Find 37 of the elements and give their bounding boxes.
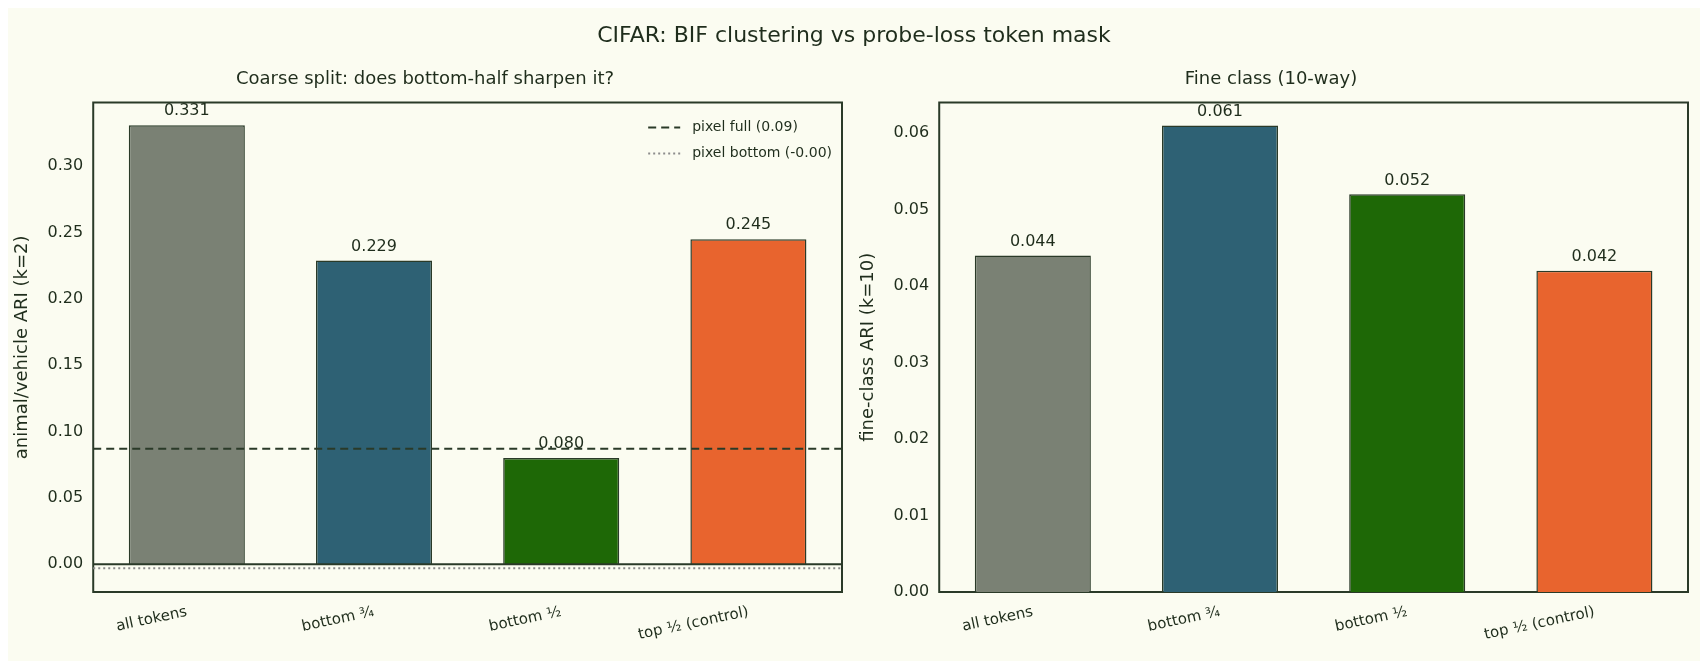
y-axis-title: fine-class ARI (k=10) [856, 252, 878, 442]
y-tick-label: 0.01 [893, 504, 930, 524]
chart-title: CIFAR: BIF clustering vs probe-loss token mask [596, 21, 1112, 49]
data-label: 0.229 [351, 235, 397, 255]
x-tick-label: top ½ (control) [1482, 601, 1597, 643]
data-label: 0.061 [1197, 100, 1243, 120]
data-label: 0.080 [538, 433, 585, 453]
x-tick-label: all tokens [960, 601, 1035, 635]
y-tick-label: 0.00 [893, 581, 930, 601]
y-tick-label: 0.25 [47, 221, 84, 241]
y-tick-label: 0.10 [47, 420, 84, 440]
chart-subtitle: Coarse split: does bottom-half sharpen it? [236, 67, 614, 89]
y-tick-label: 0.05 [47, 487, 84, 507]
legend-label: pixel bottom (-0.00) [692, 144, 833, 161]
y-tick-label: 0.05 [893, 198, 930, 218]
y-tick-label: 0.00 [47, 553, 84, 573]
x-tick-label: bottom ¾ [1145, 601, 1223, 635]
y-tick-label: 0.03 [893, 351, 930, 371]
y-axis-title: animal/vehicle ARI (k=2) [10, 235, 32, 460]
x-tick-label: top ½ (control) [636, 601, 751, 643]
x-tick-label: all tokens [114, 601, 189, 635]
data-label: 0.042 [1571, 246, 1618, 265]
data-label: 0.245 [725, 214, 772, 234]
chart-subtitle: Fine class (10-way) [1184, 67, 1358, 89]
data-label: 0.052 [1384, 169, 1431, 189]
y-tick-label: 0.15 [47, 354, 84, 374]
data-label: 0.331 [163, 100, 210, 120]
legend-label: pixel full (0.09) [692, 118, 798, 135]
x-tick-label: bottom ½ [1333, 601, 1409, 635]
x-tick-label: bottom ½ [487, 601, 563, 635]
y-tick-label: 0.30 [47, 155, 84, 175]
y-tick-label: 0.04 [893, 275, 930, 295]
y-tick-label: 0.20 [47, 288, 84, 308]
x-tick-label: bottom ¾ [299, 601, 377, 635]
y-tick-label: 0.02 [893, 428, 930, 448]
y-tick-label: 0.06 [893, 122, 930, 142]
data-label: 0.044 [1009, 230, 1056, 250]
